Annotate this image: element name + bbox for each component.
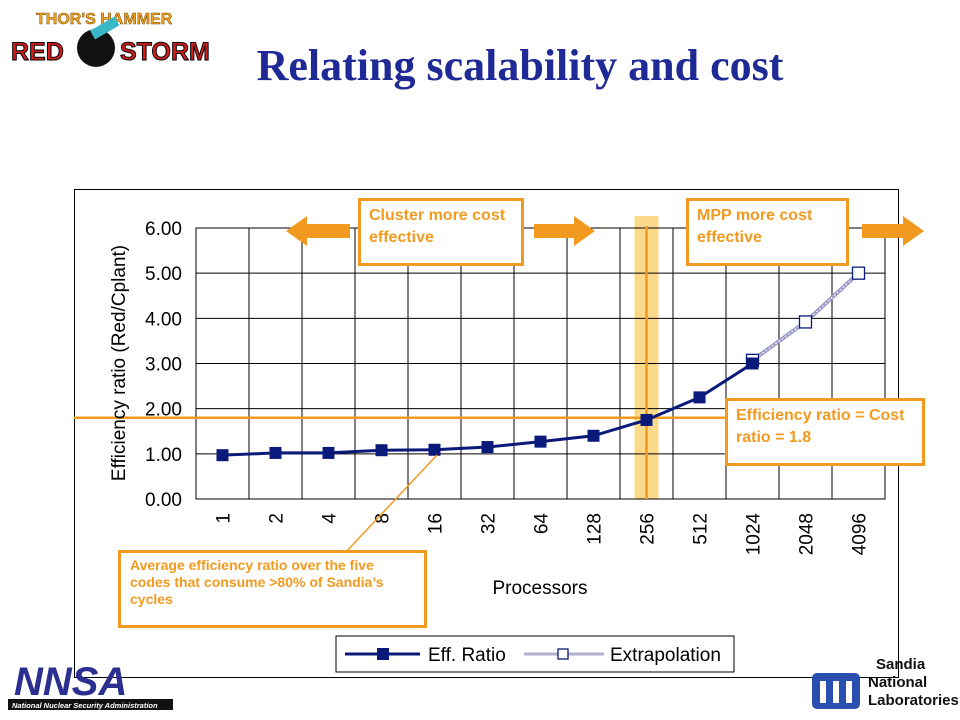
y-tick-label: 5.00	[145, 264, 182, 285]
eff-ratio-marker	[375, 444, 388, 457]
x-tick-label: 8	[373, 513, 394, 524]
left-arrow-icon	[286, 216, 350, 246]
legend-eff-ratio-marker	[377, 648, 389, 660]
callout-pointer-line	[344, 454, 438, 554]
eff-ratio-marker	[587, 429, 600, 442]
eff-ratio-marker	[269, 446, 282, 459]
eff-ratio-marker	[746, 357, 759, 370]
nnsa-logo-subtext: National Nuclear Security Administration	[12, 701, 158, 710]
sandia-logo-national: National	[868, 674, 927, 691]
sandia-logo-text: Sandia	[876, 656, 926, 673]
logo-storm-text: STORM	[120, 38, 210, 66]
x-tick-label: 128	[585, 513, 606, 545]
right-arrow-icon	[534, 216, 595, 246]
slide-title: Relating scalability and cost	[256, 41, 784, 90]
legend-extrapolation-marker	[557, 648, 569, 660]
hammer-icon	[90, 16, 120, 40]
y-tick-label: 6.00	[145, 219, 182, 240]
x-tick-label: 512	[691, 513, 712, 545]
eff-ratio-marker	[428, 443, 441, 456]
legend-eff-ratio-label: Eff. Ratio	[428, 645, 506, 666]
x-tick-label: 1024	[744, 513, 765, 556]
y-tick-label: 2.00	[145, 400, 182, 421]
x-tick-label: 4	[320, 513, 341, 524]
extrapolation-marker	[851, 266, 866, 280]
eff-ratio-marker	[693, 391, 706, 404]
eff-ratio-marker	[640, 413, 653, 426]
sandia-logo: Sandia National Laboratories	[812, 656, 958, 709]
sandia-logo-laboratories: Laboratories	[868, 692, 958, 709]
mpp-callout: MPP more cost effective	[686, 198, 849, 266]
nnsa-logo-text: NNSA	[14, 660, 127, 704]
logo-red-text: RED	[11, 38, 64, 66]
cluster-callout: Cluster more cost effective	[358, 198, 524, 266]
x-tick-label: 16	[426, 513, 447, 534]
x-axis-label: Processors	[492, 578, 587, 599]
logo-thors-hammer-text: THOR'S HAMMER	[36, 11, 173, 28]
x-tick-label: 32	[479, 513, 500, 534]
y-tick-label: 1.00	[145, 445, 182, 466]
y-axis-label: Efficiency ratio (Red/Cplant)	[109, 245, 130, 481]
extrapolation-marker	[798, 315, 813, 329]
efficiency-ratio-callout: Efficiency ratio = Cost ratio = 1.8	[725, 398, 925, 466]
y-tick-label: 3.00	[145, 355, 182, 376]
logo-storm-ball-icon	[77, 29, 115, 67]
legend-extrapolation-label: Extrapolation	[610, 645, 721, 666]
eff-ratio-marker	[216, 449, 229, 462]
eff-ratio-marker	[322, 446, 335, 459]
y-tick-label: 0.00	[145, 490, 182, 511]
x-tick-label: 64	[532, 513, 553, 535]
x-tick-label: 2	[267, 513, 288, 524]
thors-hammer-red-storm-logo: THOR'S HAMMER RED STORM	[11, 11, 210, 67]
x-tick-label: 4096	[850, 513, 871, 555]
right-arrow-icon-mpp	[862, 216, 924, 246]
nnsa-logo: NNSA National Nuclear Security Administr…	[8, 660, 173, 710]
eff-ratio-marker	[534, 435, 547, 448]
eff-ratio-marker	[481, 441, 494, 454]
y-tick-label: 4.00	[145, 309, 182, 330]
x-tick-label: 256	[638, 513, 659, 545]
x-tick-label: 1	[214, 513, 235, 524]
average-efficiency-callout: Average efficiency ratio over the five c…	[118, 550, 427, 628]
x-tick-label: 2048	[797, 513, 818, 555]
